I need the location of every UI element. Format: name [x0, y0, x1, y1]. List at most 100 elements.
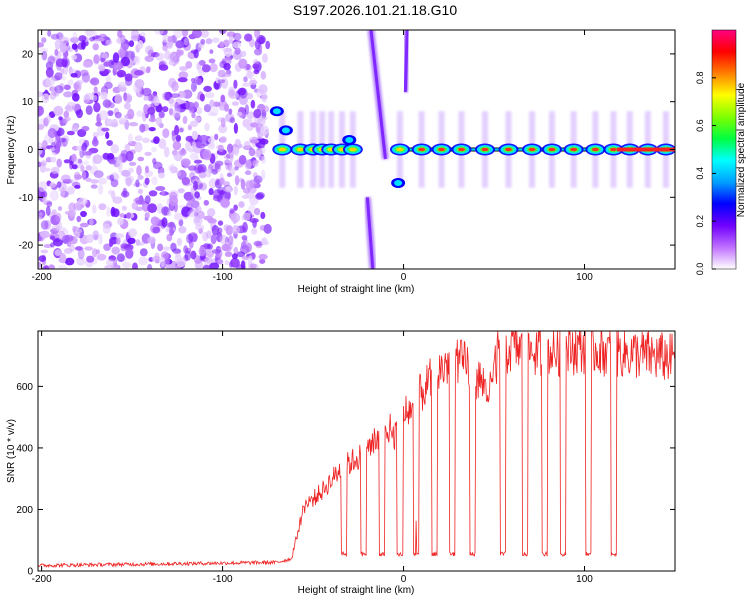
noise-blob — [203, 104, 212, 113]
noise-blob — [74, 228, 83, 234]
noise-blob — [151, 176, 158, 185]
spectrogram-marks — [38, 30, 675, 269]
noise-blob — [172, 248, 182, 254]
noise-blob — [236, 111, 243, 117]
noise-blob — [162, 246, 171, 251]
noise-blob — [63, 91, 73, 98]
noise-blob — [55, 212, 62, 223]
noise-blob — [223, 62, 231, 71]
noise-blob — [245, 180, 254, 190]
noise-blob — [208, 188, 214, 196]
band-blob-core — [396, 147, 404, 152]
noise-blob — [261, 92, 268, 103]
noise-blob — [75, 80, 84, 85]
noise-blob — [106, 206, 111, 218]
noise-blob — [148, 117, 157, 123]
noise-blob — [181, 30, 189, 38]
noise-blob — [152, 158, 157, 165]
noise-blob — [248, 148, 256, 157]
noise-blob — [175, 134, 182, 142]
noise-blob — [193, 159, 203, 164]
noise-blob — [201, 64, 211, 73]
noise-blob — [55, 58, 66, 68]
noise-blob — [160, 190, 165, 196]
noise-blob — [38, 42, 45, 48]
noise-blob — [206, 230, 212, 239]
noise-blob — [208, 58, 216, 64]
noise-blob — [245, 242, 253, 253]
noise-blob — [256, 132, 264, 138]
noise-blob — [258, 36, 265, 45]
y-tick-label: 200 — [16, 505, 33, 516]
noise-blob — [92, 154, 103, 165]
noise-blob — [64, 257, 75, 266]
band-blob-core — [528, 147, 536, 152]
x-tick-label: -200 — [32, 574, 52, 585]
noise-blob — [151, 146, 157, 153]
noise-blob — [191, 130, 198, 140]
noise-blob — [217, 144, 224, 153]
noise-blob — [144, 55, 154, 62]
noise-blob — [207, 143, 216, 150]
noise-blob — [227, 143, 233, 154]
noise-blob — [147, 236, 156, 244]
noise-blob — [212, 101, 221, 108]
noise-blob — [49, 182, 56, 188]
noise-blob — [246, 111, 256, 119]
noise-blob — [76, 145, 84, 151]
noise-blob — [254, 30, 261, 39]
noise-blob — [225, 113, 235, 123]
noise-blob — [61, 186, 66, 198]
noise-blob — [199, 93, 205, 102]
noise-blob — [40, 190, 48, 199]
noise-blob — [74, 174, 83, 180]
noise-blob — [166, 210, 172, 217]
noise-blob — [189, 152, 199, 161]
noise-blob — [175, 49, 182, 58]
noise-blob — [158, 138, 167, 150]
noise-blob — [124, 175, 134, 184]
noise-blob — [119, 213, 125, 218]
noise-blob — [118, 87, 127, 92]
noise-blob — [218, 106, 226, 111]
noise-blob — [211, 249, 222, 254]
noise-blob — [40, 220, 49, 230]
noise-blob — [240, 50, 247, 58]
colorbar-tick-label: 0.2 — [695, 215, 705, 228]
noise-blob — [203, 199, 209, 206]
noise-blob — [106, 140, 113, 146]
noise-blob — [75, 246, 83, 251]
noise-blob — [220, 94, 226, 103]
colorbar-tick-label: 0.6 — [695, 119, 705, 132]
noise-blob — [41, 50, 48, 61]
noise-blob — [238, 155, 247, 165]
noise-blob — [207, 137, 214, 143]
noise-blob — [228, 91, 239, 100]
noise-blob — [243, 76, 248, 83]
noise-blob — [90, 184, 98, 189]
noise-blob — [134, 135, 143, 142]
noise-blob — [259, 224, 267, 231]
noise-blob — [263, 130, 269, 138]
noise-blob — [162, 34, 170, 43]
band-blob-core — [505, 147, 513, 152]
noise-blob — [70, 73, 78, 78]
noise-blob — [134, 142, 143, 153]
noise-blob — [142, 137, 150, 144]
noise-blob — [59, 253, 67, 264]
noise-blob — [143, 95, 149, 101]
noise-blob — [72, 93, 80, 102]
noise-blob — [50, 33, 60, 40]
noise-blob — [178, 226, 187, 234]
noise-blob — [109, 174, 115, 182]
noise-blob — [95, 249, 101, 255]
noise-blob — [259, 138, 269, 145]
noise-blob — [148, 190, 158, 197]
noise-blob — [166, 233, 173, 242]
noise-blob — [204, 122, 210, 132]
noise-blob — [225, 225, 234, 236]
noise-blob — [142, 111, 147, 122]
noise-blob — [71, 103, 81, 111]
noise-blob — [98, 233, 103, 245]
noise-blob — [103, 243, 111, 251]
